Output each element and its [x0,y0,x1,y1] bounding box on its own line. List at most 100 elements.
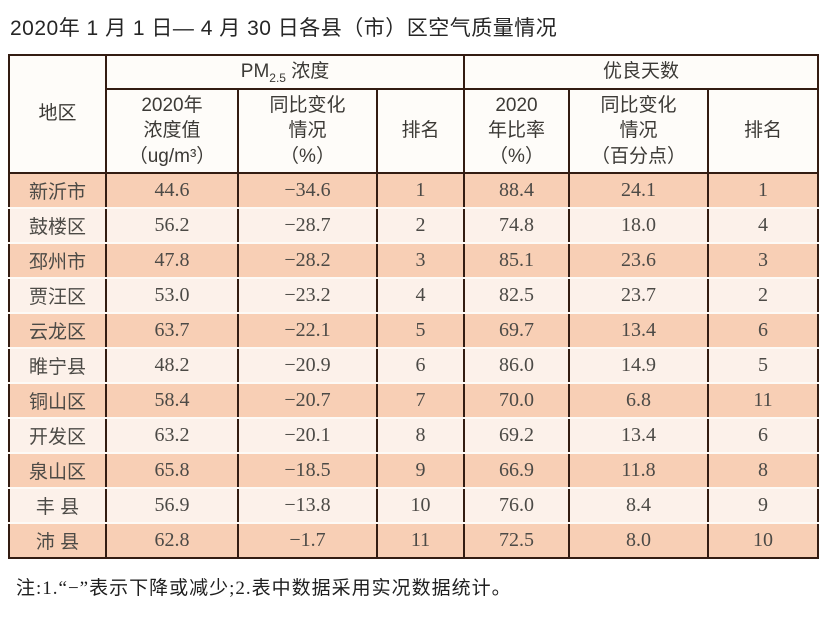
pm-rank-cell: 1 [377,173,465,209]
good-days-group-header: 优良天数 [462,54,820,90]
good-rate-header-cell: 2020 年比率 （%） [463,88,570,174]
good-rate-cell: 72.5 [464,523,570,558]
good-rank-cell: 9 [708,488,819,524]
pm-rank-cell: 6 [377,348,465,384]
good-rate-cell: 76.0 [464,488,570,524]
region-cell: 开发区 [9,418,107,454]
pm-value-cell: 65.8 [106,453,239,489]
pm-subscript: 2.5 [269,71,286,86]
table-row: 开发区 63.2 −20.1 8 69.2 13.4 6 [9,418,819,454]
pm-change-cell: −13.8 [238,488,378,524]
pm-change-cell: −20.7 [238,383,378,419]
good-change-cell: 23.6 [569,243,709,279]
good-change-header-cell: 同比变化 情况 （百分点） [568,88,709,174]
good-change-cell: 23.7 [569,278,709,314]
good-rank-cell: 1 [708,173,819,209]
good-change-cell: 8.4 [569,488,709,524]
table-row: 新沂市 44.6 −34.6 1 88.4 24.1 1 [9,173,819,209]
pm-rank-cell: 11 [377,523,465,558]
table-row: 铜山区 58.4 −20.7 7 70.0 6.8 11 [9,383,819,419]
pm-rank-cell: 2 [377,208,465,244]
good-rate-cell: 69.7 [464,313,570,349]
region-cell: 邳州市 [9,243,107,279]
table-row: 云龙区 63.7 −22.1 5 69.7 13.4 6 [9,313,819,349]
region-cell: 铜山区 [9,383,107,419]
pm-value-cell: 63.7 [106,313,239,349]
good-rate-cell: 85.1 [464,243,570,279]
region-cell: 云龙区 [9,313,107,349]
good-change-cell: 13.4 [569,313,709,349]
pm-value-cell: 53.0 [106,278,239,314]
table-row: 贾汪区 53.0 −23.2 4 82.5 23.7 2 [9,278,819,314]
good-rank-cell: 6 [708,418,819,454]
pm-change-header-cell: 同比变化 情况 （%） [237,88,378,174]
pm-change-cell: −20.9 [238,348,378,384]
pm-change-cell: −28.7 [238,208,378,244]
pm-rank-cell: 5 [377,313,465,349]
pm-change-cell: −20.1 [238,418,378,454]
good-rank-cell: 6 [708,313,819,349]
pm-rank-cell: 4 [377,278,465,314]
pm-rank-cell: 3 [377,243,465,279]
good-change-cell: 6.8 [569,383,709,419]
good-rank-cell: 8 [708,453,819,489]
good-rank-cell: 5 [708,348,819,384]
region-cell: 新沂市 [9,173,107,209]
table-row: 丰 县 56.9 −13.8 10 76.0 8.4 9 [9,488,819,524]
good-rank-header-cell: 排名 [706,88,820,174]
pm-value-cell: 44.6 [106,173,239,209]
footnote: 注:1.“−”表示下降或减少;2.表中数据采用实况数据统计。 [16,578,512,599]
region-header-cell: 地区 [8,54,107,174]
page-title: 2020年 1 月 1 日— 4 月 30 日各县（市）区空气质量情况 [10,17,558,40]
pm-rank-cell: 10 [377,488,465,524]
table-body: 新沂市 44.6 −34.6 1 88.4 24.1 1 鼓楼区 56.2 −28.7 2 74.8 1… [9,173,819,558]
good-change-cell: 24.1 [569,173,709,209]
pm-value-cell: 62.8 [106,523,239,558]
pm-prefix: PM [240,61,270,83]
pm-suffix: 浓度 [285,61,330,83]
good-rate-cell: 86.0 [464,348,570,384]
good-rank-cell: 2 [708,278,819,314]
good-rate-cell: 82.5 [464,278,570,314]
pm25-group-header: PM2.5 浓度 [105,54,465,90]
good-rate-cell: 66.9 [464,453,570,489]
region-cell: 泉山区 [9,453,107,489]
pm-value-cell: 63.2 [106,418,239,454]
pm-change-cell: −28.2 [238,243,378,279]
table-row: 鼓楼区 56.2 −28.7 2 74.8 18.0 4 [9,208,819,244]
table-header: 地区 PM2.5 浓度 优良天数 2020年 浓度值 （ug/m³） 同比变化 … [8,54,820,174]
good-rank-cell: 3 [708,243,819,279]
pm-value-cell: 47.8 [106,243,239,279]
pm-value-cell: 56.2 [106,208,239,244]
good-change-cell: 18.0 [569,208,709,244]
pm-rank-cell: 9 [377,453,465,489]
good-rank-cell: 10 [708,523,819,558]
pm-value-header-cell: 2020年 浓度值 （ug/m³） [105,88,239,174]
air-quality-report: 2020年 1 月 1 日— 4 月 30 日各县（市）区空气质量情况 地区 P… [8,17,820,599]
good-rate-cell: 74.8 [464,208,570,244]
good-change-cell: 11.8 [569,453,709,489]
pm-rank-cell: 8 [377,418,465,454]
good-rank-cell: 4 [708,208,819,244]
pm-change-cell: −22.1 [238,313,378,349]
good-change-cell: 13.4 [569,418,709,454]
pm-rank-cell: 7 [377,383,465,419]
region-cell: 睢宁县 [9,348,107,384]
pm-change-cell: −23.2 [238,278,378,314]
pm-change-cell: −34.6 [238,173,378,209]
pm-value-cell: 58.4 [106,383,239,419]
table-row: 睢宁县 48.2 −20.9 6 86.0 14.9 5 [9,348,819,384]
good-rank-cell: 11 [708,383,819,419]
good-rate-cell: 88.4 [464,173,570,209]
good-rate-cell: 70.0 [464,383,570,419]
region-cell: 贾汪区 [9,278,107,314]
air-quality-table: 地区 PM2.5 浓度 优良天数 2020年 浓度值 （ug/m³） 同比变化 … [8,54,820,559]
pm-value-cell: 56.9 [106,488,239,524]
table-row: 沛 县 62.8 −1.7 11 72.5 8.0 10 [9,523,819,558]
table-row: 邳州市 47.8 −28.2 3 85.1 23.6 3 [9,243,819,279]
pm-rank-header-cell: 排名 [376,88,465,174]
region-cell: 沛 县 [9,523,107,558]
pm-value-cell: 48.2 [106,348,239,384]
good-rate-cell: 69.2 [464,418,570,454]
good-change-cell: 14.9 [569,348,709,384]
